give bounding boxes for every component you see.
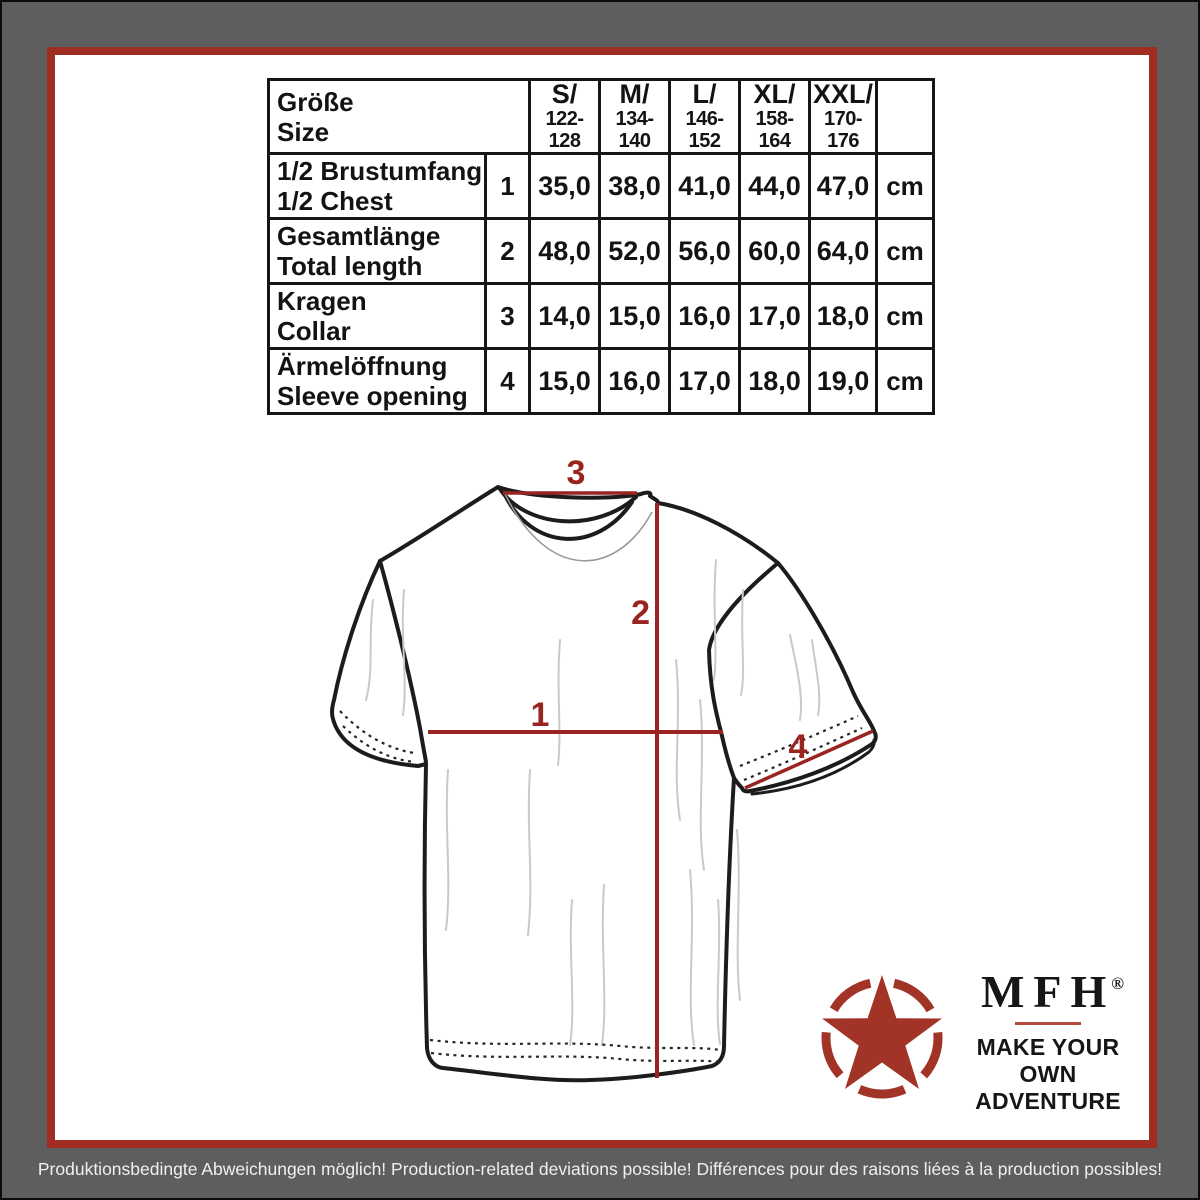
- value-cell: 19,0: [808, 347, 879, 415]
- value-cell: 17,0: [738, 282, 812, 350]
- table-row-length: Gesamtlänge Total length 2 48,0 52,0 56,…: [267, 217, 936, 285]
- header-col-s: S/ 122-128: [528, 78, 602, 155]
- value-cell: 18,0: [808, 282, 879, 350]
- tagline-line1: MAKE YOUR OWN: [976, 1034, 1120, 1087]
- size-title-de: Größe: [277, 86, 354, 117]
- size-table: Größe Size S/ 122-128 M/ 134-140 L/ 146-…: [266, 78, 936, 415]
- registered-trademark-symbol: ®: [1111, 974, 1124, 993]
- measurement-lines: [428, 491, 874, 1078]
- value-cell: 41,0: [668, 152, 742, 220]
- collar-back-seam: [504, 493, 653, 562]
- length-measurement-label: 2: [631, 594, 650, 632]
- table-row-collar: Kragen Collar 3 14,0 15,0 16,0 17,0 18,0…: [267, 282, 936, 350]
- value-cell: 14,0: [528, 282, 602, 350]
- value-cell: 17,0: [668, 347, 742, 415]
- stitch-lines: [339, 710, 863, 1064]
- value-cell: 35,0: [528, 152, 602, 220]
- value-cell: 52,0: [598, 217, 672, 285]
- chest-measurement-label: 1: [531, 696, 550, 734]
- left-cuff-stitch: [342, 725, 416, 764]
- table-header-row: Größe Size S/ 122-128 M/ 134-140 L/ 146-…: [266, 78, 936, 155]
- value-cell: 56,0: [668, 217, 742, 285]
- collar-measurement-label: 3: [567, 454, 586, 492]
- unit-cell: cm: [875, 152, 936, 220]
- header-size-title-cell: Größe Size: [266, 78, 532, 155]
- header-unit-cell: [875, 78, 936, 155]
- value-cell: 15,0: [598, 282, 672, 350]
- row-label-cell: Gesamtlänge Total length: [267, 217, 487, 285]
- row-number-cell: 1: [483, 152, 532, 220]
- value-cell: 47,0: [808, 152, 879, 220]
- value-cell: 38,0: [598, 152, 672, 220]
- header-col-m: M/ 134-140: [598, 78, 672, 155]
- value-cell: 16,0: [598, 347, 672, 415]
- bottom-hem-stitch: [429, 1038, 721, 1052]
- left-armhole-seam: [378, 559, 428, 764]
- header-col-xxl: XXL/ 170-176: [808, 78, 879, 155]
- size-title-en: Size: [277, 116, 330, 147]
- value-cell: 44,0: [738, 152, 812, 220]
- bottom-hem-stitch: [430, 1051, 722, 1064]
- brand-divider-rule: [1015, 1022, 1081, 1025]
- unit-cell: cm: [875, 347, 936, 415]
- value-cell: 15,0: [528, 347, 602, 415]
- header-col-xl: XL/ 158-164: [738, 78, 812, 155]
- right-cuff-fold-line: [750, 738, 876, 796]
- tshirt-body-path: [329, 485, 878, 1083]
- mfh-star-logo: [821, 975, 943, 1099]
- value-cell: 64,0: [808, 217, 879, 285]
- brand-wordmark: MFH: [981, 966, 1116, 1017]
- table-row-chest: 1/2 Brustumfang 1/2 Chest 1 35,0 38,0 41…: [267, 152, 936, 220]
- row-label-cell: 1/2 Brustumfang 1/2 Chest: [267, 152, 487, 220]
- right-cuff-stitch: [743, 727, 863, 782]
- production-disclaimer: Produktionsbedingte Abweichungen möglich…: [37, 1159, 1163, 1179]
- right-cuff-stitch: [739, 714, 859, 768]
- star-circle-arcs: [821, 977, 943, 1099]
- brand-tagline: MAKE YOUR OWN ADVENTURE: [950, 1034, 1146, 1115]
- sleeve-measurement-label: 4: [789, 728, 808, 766]
- table-row-sleeve: Ärmelöffnung Sleeve opening 4 15,0 16,0 …: [267, 347, 936, 415]
- unit-cell: cm: [875, 282, 936, 350]
- brand-name: MFH®: [959, 960, 1146, 1016]
- row-label-cell: Ärmelöffnung Sleeve opening: [267, 347, 487, 415]
- row-number-cell: 3: [483, 282, 532, 350]
- left-cuff-stitch: [339, 710, 415, 755]
- value-cell: 18,0: [738, 347, 812, 415]
- row-number-cell: 2: [483, 217, 532, 285]
- row-label-cell: Kragen Collar: [267, 282, 487, 350]
- unit-cell: cm: [875, 217, 936, 285]
- collar-outer-arc: [498, 487, 638, 524]
- tshirt-outline-drawing: [329, 485, 878, 1083]
- star-icon: [822, 975, 942, 1089]
- value-cell: 60,0: [738, 217, 812, 285]
- sleeve-measurement-line: [744, 729, 874, 790]
- wrinkle-lines: [365, 559, 821, 1046]
- tagline-line2: ADVENTURE: [975, 1088, 1121, 1114]
- row-number-cell: 4: [483, 347, 532, 415]
- brand-block: MFH® MAKE YOUR OWN ADVENTURE: [950, 960, 1146, 1115]
- right-armhole-seam: [707, 561, 780, 780]
- value-cell: 48,0: [528, 217, 602, 285]
- header-col-l: L/ 146-152: [668, 78, 742, 155]
- value-cell: 16,0: [668, 282, 742, 350]
